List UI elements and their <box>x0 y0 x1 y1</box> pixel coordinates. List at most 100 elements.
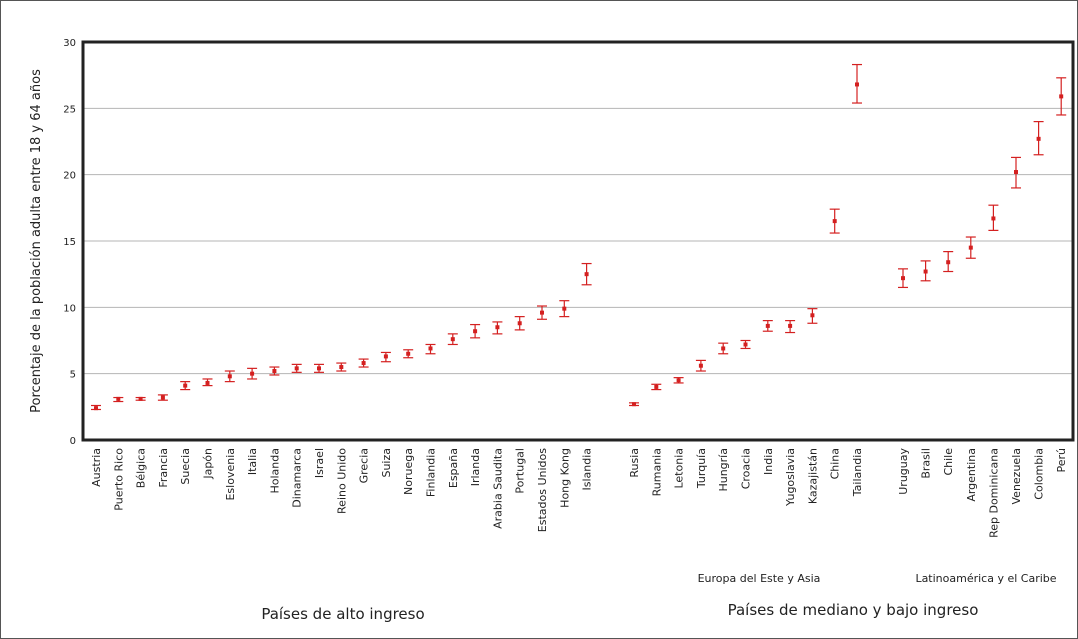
data-point <box>383 354 388 359</box>
data-point <box>294 366 299 371</box>
category-label: Japón <box>202 448 215 480</box>
category-label: Croacia <box>740 448 753 489</box>
category-label: Brasil <box>920 448 933 479</box>
data-point <box>183 383 188 388</box>
data-point <box>339 365 344 370</box>
category-label: Venezuela <box>1010 448 1023 505</box>
data-point <box>227 374 232 379</box>
category-label: Holanda <box>268 448 281 494</box>
data-point <box>946 260 951 265</box>
y-tick-label: 0 <box>70 436 76 447</box>
data-points <box>91 63 1067 411</box>
category-label: España <box>447 448 460 488</box>
data-point <box>923 269 928 274</box>
data-point <box>317 366 321 371</box>
category-label: Argentina <box>965 448 978 502</box>
data-point <box>765 323 770 328</box>
category-label: Chile <box>942 448 955 476</box>
grid-lines <box>83 107 1073 375</box>
y-axis-label: Porcentaje de la población adulta entre … <box>29 69 44 413</box>
category-label: Finlandia <box>425 448 438 497</box>
category-label: Colombia <box>1033 448 1046 500</box>
category-label: Hong Kong <box>558 448 571 508</box>
income-label-mid-low: Países de mediano y bajo ingreso <box>728 601 979 619</box>
data-point <box>968 245 973 250</box>
category-label: China <box>829 448 842 479</box>
data-point <box>272 369 277 374</box>
category-label: Austria <box>90 448 103 487</box>
data-point <box>676 378 681 383</box>
data-point <box>1059 94 1064 99</box>
data-point <box>540 310 544 315</box>
category-label: Suiza <box>380 448 393 478</box>
income-label-high: Países de alto ingreso <box>261 605 424 623</box>
data-point <box>361 361 366 366</box>
data-point <box>1036 136 1041 141</box>
category-label: Islandia <box>581 448 594 491</box>
data-point <box>721 346 726 351</box>
group-label-latinoamerica: Latinoamérica y el Caribe <box>915 572 1056 585</box>
plot-border <box>81 40 1075 442</box>
y-tick-label: 30 <box>63 38 76 49</box>
y-tick-label: 15 <box>63 237 76 248</box>
data-point <box>473 329 478 334</box>
category-label: Israel <box>313 448 326 478</box>
category-label: Rusia <box>628 448 641 478</box>
data-point <box>138 396 143 401</box>
data-point <box>1014 170 1018 175</box>
category-label: Rumania <box>650 448 663 496</box>
category-label: Estados Unidos <box>536 448 549 532</box>
y-tick-label: 20 <box>63 171 76 182</box>
data-point <box>632 402 636 407</box>
data-point <box>901 276 905 281</box>
category-labels: Austria Puerto Rico Bélgica Francia Suecia Ja… <box>90 448 1068 538</box>
data-point <box>428 346 433 351</box>
group-label-europa-asia: Europa del Este y Asia <box>698 572 821 585</box>
category-label: Grecia <box>358 448 371 483</box>
data-point <box>698 363 703 368</box>
data-point <box>584 272 589 277</box>
data-point <box>517 321 522 326</box>
category-label: Tailandia <box>851 448 864 497</box>
data-point <box>250 371 255 376</box>
category-label: Letonia <box>673 448 686 489</box>
y-tick-label: 25 <box>63 104 76 115</box>
category-label: Yugoslavia <box>784 448 797 507</box>
data-point <box>832 219 837 224</box>
y-tick-label: 5 <box>70 370 76 381</box>
category-label: Dinamarca <box>291 448 304 508</box>
data-point <box>991 216 996 221</box>
category-label: Suecia <box>179 448 192 485</box>
data-point <box>562 306 567 311</box>
category-label: India <box>762 448 775 475</box>
data-point <box>495 325 500 330</box>
data-point <box>406 351 411 356</box>
data-point <box>810 313 815 318</box>
data-point <box>94 406 98 411</box>
data-point <box>450 337 455 342</box>
category-label: Italia <box>246 448 259 475</box>
data-point <box>788 323 793 328</box>
category-label: Portugal <box>514 448 527 494</box>
category-label: Eslovenia <box>224 448 237 501</box>
y-tick-label: 10 <box>63 303 76 314</box>
y-axis-ticks: 0 5 10 15 20 25 30 <box>63 38 76 447</box>
data-point <box>654 384 659 389</box>
data-point <box>205 380 210 385</box>
category-label: Irlanda <box>469 448 482 486</box>
category-label: Kazajistán <box>806 448 819 504</box>
category-label: Bélgica <box>135 448 148 488</box>
category-label: Puerto Rico <box>112 448 125 511</box>
category-label: Perú <box>1055 448 1068 473</box>
data-point <box>116 396 121 401</box>
data-point <box>160 395 165 400</box>
category-label: Uruguay <box>897 448 910 495</box>
data-point <box>855 82 859 87</box>
category-label: Arabia Saudita <box>491 448 504 529</box>
category-label: Turquía <box>695 448 708 489</box>
category-label: Reino Unido <box>335 448 348 514</box>
category-label: Hungría <box>717 448 730 492</box>
category-label: Francia <box>157 448 170 488</box>
category-label: Noruega <box>402 448 415 495</box>
